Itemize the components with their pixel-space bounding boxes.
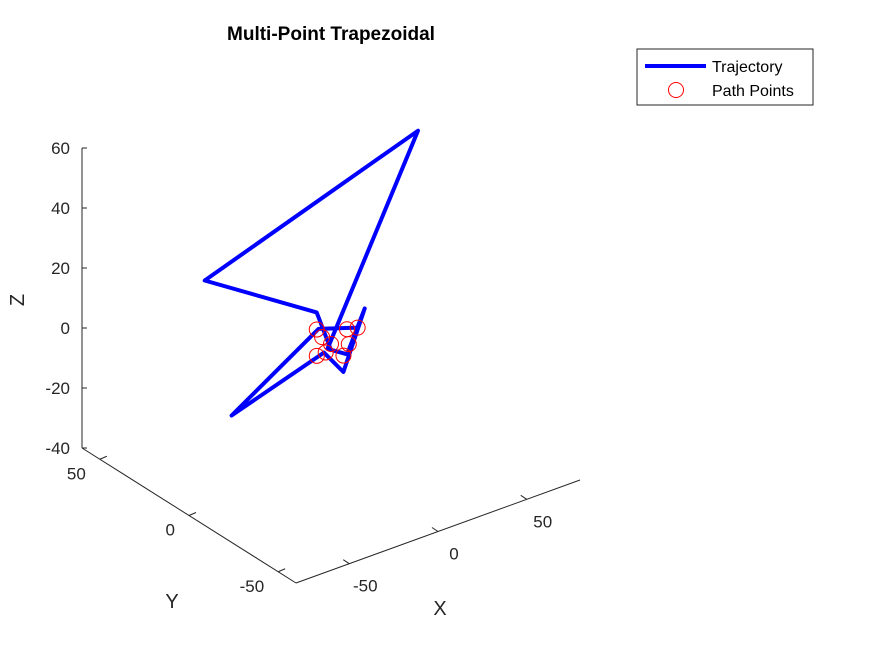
y-tick-mark	[188, 512, 197, 516]
z-tick-label: 20	[51, 259, 70, 278]
y-axis-label: Y	[165, 591, 178, 613]
x-tick-mark	[342, 559, 350, 565]
axis-ticks: -40 -20 0 20 40 60 -50 0 50 -50 0 50	[45, 139, 552, 596]
z-tick-label: 0	[61, 319, 70, 338]
plot-area	[202, 128, 420, 418]
path-point-marker	[308, 347, 325, 364]
z-tick-label: -40	[45, 439, 70, 458]
y-tick-label: 50	[67, 464, 86, 483]
path-point-marker	[308, 321, 325, 338]
x-tick-label: 50	[533, 512, 552, 531]
legend: Trajectory Path Points	[636, 48, 814, 106]
path-point-marker	[317, 344, 334, 361]
y-tick-mark	[277, 568, 286, 573]
path-point-marker	[349, 319, 366, 336]
x-tick-label: 0	[449, 545, 458, 564]
path-point-marker	[340, 336, 357, 353]
trajectory-line	[202, 128, 420, 418]
path-point-marker	[323, 336, 339, 352]
z-tick-label: 60	[51, 139, 70, 158]
x-tick-mark	[431, 527, 439, 532]
y-tick-mark	[99, 455, 108, 460]
z-tick-label: 40	[51, 199, 70, 218]
x-axis-label: X	[433, 598, 446, 620]
z-axis-label: Z	[7, 294, 29, 306]
y-tick-label: 0	[166, 521, 175, 540]
legend-box	[636, 48, 814, 106]
path-point-marker	[335, 347, 352, 364]
chart-title: Multi-Point Trapezoidal	[227, 24, 435, 45]
axes	[81, 148, 581, 584]
legend-path-points-swatch	[668, 82, 684, 98]
legend-trajectory-label: Trajectory	[712, 59, 783, 76]
legend-path-points-label: Path Points	[712, 83, 794, 100]
x-tick-label: -50	[353, 577, 378, 596]
x-tick-mark	[520, 494, 528, 500]
z-tick-label: -20	[45, 379, 70, 398]
y-tick-label: -50	[240, 577, 265, 596]
